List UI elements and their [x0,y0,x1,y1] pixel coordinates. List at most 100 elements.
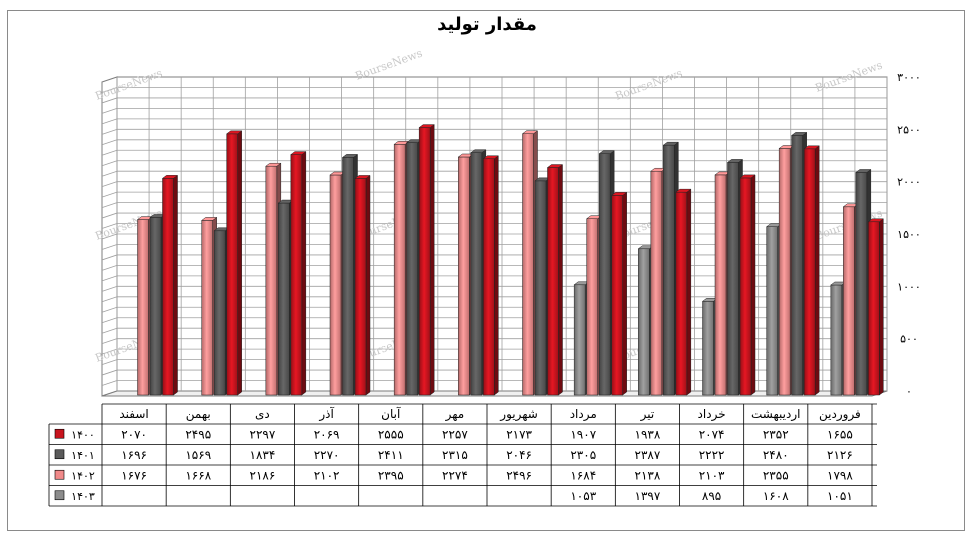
bar [458,156,470,396]
y-tick-label: ۲۵۰۰ [897,123,921,136]
bar-top [803,145,820,150]
bar-side [365,174,371,396]
data-table-cell: ۱۶۶۸ [185,468,211,482]
legend-key [54,490,65,501]
bar [483,158,495,396]
bar-side [686,188,692,396]
data-table-cell: ۱۶۵۵ [827,427,853,441]
category-label: دی [255,407,270,421]
y-tick-label: ۲۰۰۰ [897,176,921,189]
data-table-cell: ۲۳۱۵ [442,448,468,462]
bar [149,217,162,396]
data-table-cell: ۱۹۰۷ [570,427,596,441]
bar-side [558,164,563,396]
bar-top [482,155,500,160]
y-tick-label: ۰ [906,385,912,398]
bar [586,218,598,396]
data-table-cell: ۲۱۰۲ [314,468,340,482]
bar-top [610,192,628,196]
legend-label: ۱۴۰۱ [71,449,95,462]
grid-line [101,191,118,198]
bar [522,133,534,396]
bar [702,301,714,396]
bar-top [521,130,539,135]
y-tick-label: ۱۰۰۰ [897,280,921,293]
legend-key [54,428,65,439]
grid-line [101,265,118,271]
category-label: خرداد [698,407,726,422]
category-label: مرداد [570,407,597,422]
grid-line [101,223,118,229]
bar [278,202,290,396]
bar [830,284,843,396]
grid-line [101,327,118,334]
bar [342,157,354,396]
bar [663,144,675,396]
grid-line [101,118,118,125]
data-table-cell: ۲۲۵۷ [442,427,468,441]
grid-line [101,296,118,303]
bar [393,144,406,396]
grid-line [101,170,118,177]
grid-line [101,212,118,219]
bar [354,178,367,396]
bar-top [790,132,808,136]
data-table-cell: ۲۲۷۴ [442,468,468,482]
bar [573,284,586,396]
bar [226,133,238,396]
data-table-cell: ۱۶۹۶ [121,448,147,462]
bar [739,177,752,396]
bar [868,221,880,396]
bar-top [598,150,615,154]
bar [650,170,663,396]
data-table-cell: ۱۰۵۳ [570,489,596,503]
grid-line [101,128,118,135]
legend-label: ۱۴۰۲ [71,469,95,482]
bar [727,162,739,396]
legend-key [54,449,65,460]
data-table-cell: ۱۰۵۱ [827,489,853,503]
data-table-cell: ۲۲۹۷ [250,427,276,441]
y-tick-label: ۳۰۰۰ [897,71,921,84]
grid-line [101,306,118,313]
grid-line [101,87,118,93]
data-table-cell: ۱۹۳۸ [635,427,661,441]
category-label: بهمن [186,407,211,422]
data-table-cell: ۲۰۶۹ [314,427,340,441]
data-table-cell: ۲۲۷۰ [314,448,340,462]
grid-line [101,160,118,167]
category-label: آذر [318,406,334,422]
bar [213,230,226,396]
grid-line [101,348,118,355]
data-table-cell: ۸۹۵ [702,489,721,503]
grid-line [101,108,118,114]
data-table-cell: ۱۶۰۸ [763,489,789,503]
bar-top [418,124,435,128]
data-table-cell: ۲۱۸۶ [250,468,276,482]
legend-label: ۱۴۰۳ [71,490,95,503]
bar [547,167,559,396]
bar-side [173,174,178,396]
bar [470,152,483,396]
data-table-cell: ۲۳۰۵ [570,448,596,462]
grid-line [101,254,118,261]
grid-line [101,202,118,208]
data-table-cell: ۱۵۶۹ [185,448,211,462]
bar-side [879,218,884,396]
category-label: آبان [381,406,401,421]
data-table-cell: ۱۸۳۴ [250,448,276,462]
data-table-cell: ۲۰۷۴ [699,427,725,441]
data-table-cell: ۲۲۲۲ [699,448,725,462]
bar [201,220,213,396]
grid-line [101,97,118,104]
grid-line [101,380,118,386]
bar-top [867,218,885,223]
bar-top [675,188,692,193]
bar-side [750,174,756,396]
category-label: تیر [640,407,655,422]
bar-top [290,151,307,155]
bar [290,154,303,396]
grid-line [101,181,118,188]
bar [778,148,791,396]
